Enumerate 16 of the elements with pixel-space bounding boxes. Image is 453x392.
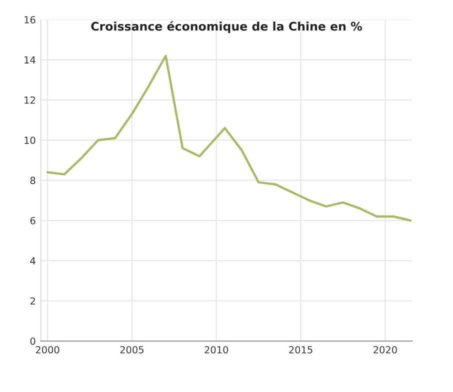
y-tick-label: 6 [30,216,36,224]
x-tick-label: 2015 [289,346,312,354]
y-tick-label: 8 [30,176,36,184]
line-series [46,54,412,222]
x-tick-label: 2020 [374,346,397,354]
chart-title: Croissance économique de la Chine en % [91,21,362,34]
x-tick-label: 2010 [204,346,228,354]
y-tick-label: 14 [24,56,36,64]
y-tick-label: 0 [30,338,36,345]
y-tick-label: 4 [30,257,36,264]
y-tick-label: 10 [24,136,36,144]
x-tick-label: 2005 [120,346,144,354]
y-tick-label: 12 [24,96,35,104]
y-tick-label: 16 [24,16,36,24]
y-tick-label: 2 [30,297,35,305]
x-tick-label: 2000 [36,346,60,354]
